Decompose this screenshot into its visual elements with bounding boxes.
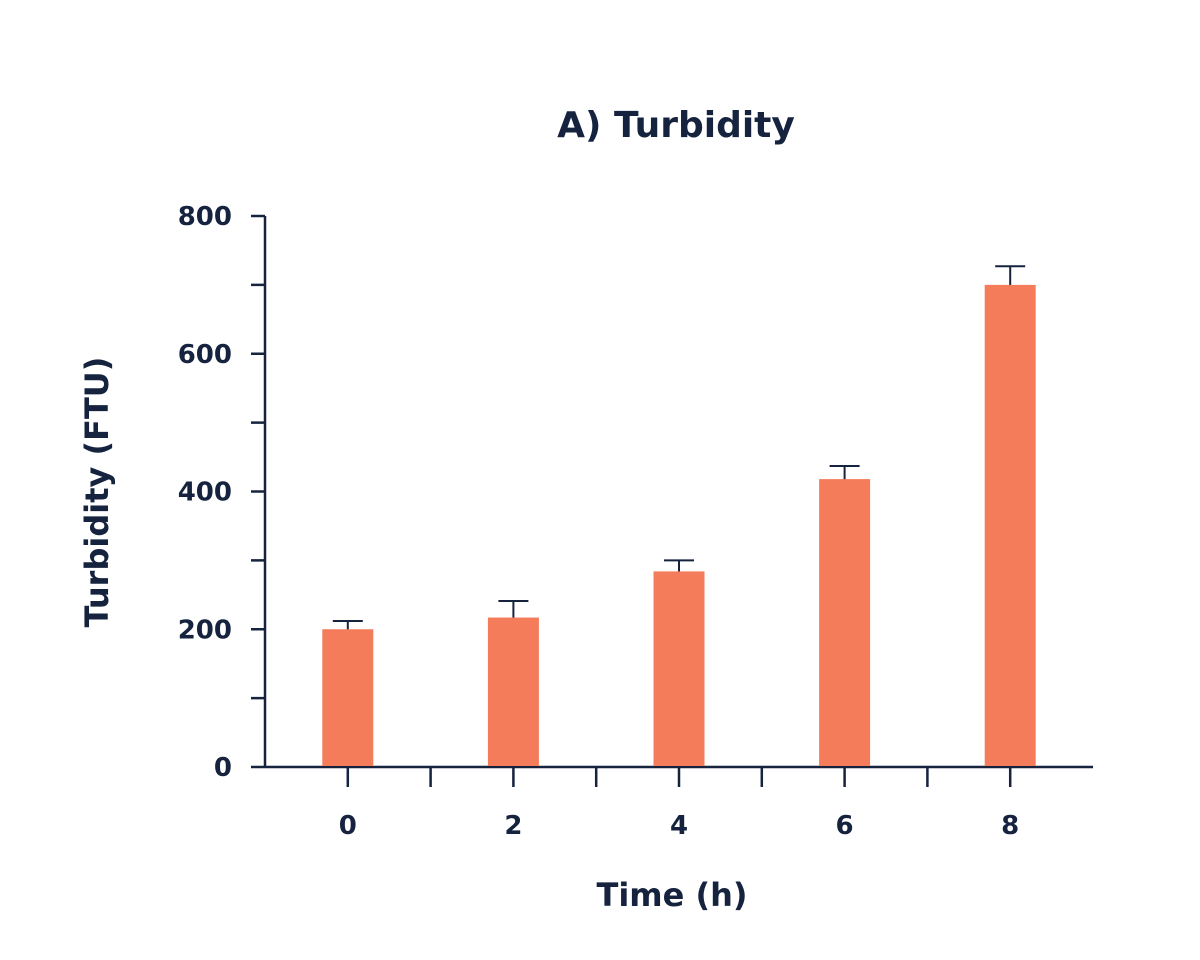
x-tick-label: 4	[670, 811, 688, 841]
y-tick-label: 0	[214, 753, 232, 783]
bar-time-4	[653, 571, 705, 766]
y-axis-title: Turbidity (FTU)	[78, 357, 116, 628]
x-axis-title: Time (h)	[596, 876, 747, 914]
bar-time-6	[819, 479, 871, 766]
x-tick-label: 0	[339, 811, 357, 841]
bar-time-0	[322, 629, 374, 766]
y-tick-label: 800	[178, 202, 232, 232]
chart-title: A) Turbidity	[557, 105, 795, 146]
y-tick-label: 400	[178, 478, 232, 508]
x-tick-label: 6	[836, 811, 854, 841]
x-tick-label: 2	[504, 811, 522, 841]
y-tick-label: 600	[178, 340, 232, 370]
bar-time-2	[487, 617, 539, 766]
y-tick-label: 200	[178, 615, 232, 645]
bar-time-8	[984, 284, 1036, 766]
plot-area: 0 200 400 600 800 0 2 4 6 8	[178, 202, 1093, 841]
x-tick-label: 8	[1001, 811, 1019, 841]
